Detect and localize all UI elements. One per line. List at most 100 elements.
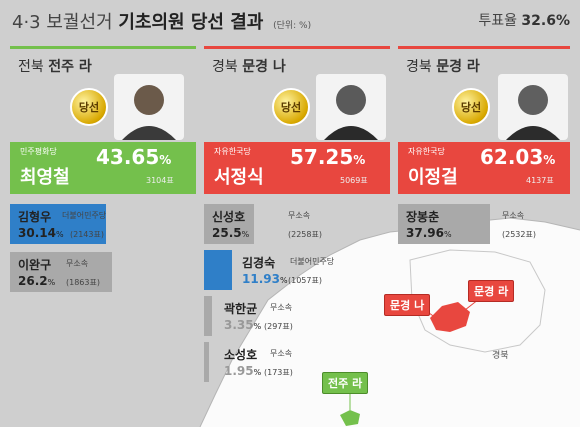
candidate-votes: (173표)	[264, 368, 293, 377]
winner-party: 자유한국당	[408, 147, 445, 156]
candidate-pct-unit: %	[253, 368, 262, 377]
column-jeonju-ra: 전북 전주 라	[10, 46, 196, 76]
region-prefix: 경북	[212, 59, 238, 75]
winner-votes: 5069표	[340, 176, 368, 185]
candidate-name: 곽한균	[224, 302, 258, 316]
region-title: 전북 전주 라	[10, 49, 196, 76]
candidate-party: 더불어민주당	[290, 257, 335, 266]
winner-card-choi: 민주평화당 최영철 43.65% 3104표	[10, 142, 196, 194]
region-title: 경북 문경 나	[204, 49, 390, 76]
candidate-votes: (297표)	[264, 322, 293, 331]
candidate-name: 김경숙	[242, 256, 276, 270]
share-bar	[204, 296, 212, 336]
candidate-pct-value: 26.2	[18, 274, 48, 288]
candidate-votes: (2532표)	[502, 230, 536, 239]
candidate-row-kwak: 곽한균 무소속 3.35% (297표)	[204, 296, 390, 336]
share-bar	[204, 250, 232, 290]
page-title: 4·3 보궐선거 기초의원 당선 결과 (단위: %)	[12, 8, 311, 34]
winner-pct-value: 57.25	[290, 145, 354, 169]
winner-pct: 62.03%	[480, 145, 555, 169]
winner-card-seo: 자유한국당 서정식 57.25% 5069표	[204, 142, 390, 194]
turnout-label: 투표율	[478, 13, 517, 29]
region-title: 경북 문경 라	[398, 49, 570, 76]
share-bar	[10, 204, 106, 244]
winner-party: 자유한국당	[214, 147, 251, 156]
region-name: 문경 나	[242, 59, 286, 75]
map-label-mungyeong-ra: 문경 라	[468, 280, 515, 302]
candidate-pct: 25.5%	[212, 226, 249, 240]
candidate-pct: 30.14%	[18, 226, 64, 240]
peninsula-shape	[200, 218, 580, 427]
winner-votes: 4137표	[526, 176, 554, 185]
winner-name: 최영철	[20, 167, 70, 188]
candidate-pct-unit: %	[241, 230, 250, 239]
person-icon	[324, 85, 378, 140]
winner-pct-value: 62.03	[480, 145, 544, 169]
column-mungyeong-ra: 경북 문경 라	[398, 46, 570, 76]
region-prefix: 경북	[406, 59, 432, 75]
candidate-name: 소성호	[224, 348, 258, 362]
candidate-name: 김형우	[18, 210, 52, 224]
winner-party: 민주평화당	[20, 147, 57, 156]
winner-pct-unit: %	[543, 153, 556, 167]
person-icon	[122, 85, 176, 140]
jeonju-marker	[340, 410, 360, 426]
candidate-row-so: 소성호 무소속 1.95% (173표)	[204, 342, 390, 382]
candidate-photo-lee-jeonggeol	[498, 74, 568, 140]
candidate-name: 신성호	[212, 210, 246, 224]
winner-votes: 3104표	[146, 176, 174, 185]
title-prefix: 4·3 보궐선거	[12, 12, 113, 33]
winner-pct: 57.25%	[290, 145, 365, 169]
region-name: 전주 라	[48, 59, 92, 75]
candidate-pct: 37.96%	[406, 226, 452, 240]
person-icon	[506, 85, 560, 140]
candidate-pct-value: 3.35	[224, 318, 254, 332]
candidate-pct-value: 30.14	[18, 226, 56, 240]
column-accent-line	[398, 46, 570, 49]
title-main: 기초의원 당선 결과	[118, 12, 264, 33]
column-mungyeong-na: 경북 문경 나	[204, 46, 390, 76]
candidate-row-lee-wangu: 이완구 무소속 26.2% (1863표)	[10, 252, 196, 292]
elected-badge: 당선	[452, 88, 490, 126]
winner-pct: 43.65%	[96, 145, 171, 169]
share-bar	[398, 204, 490, 244]
winner-pct-value: 43.65	[96, 145, 160, 169]
candidate-pct: 11.93%	[242, 272, 288, 286]
gyeongbuk-region	[409, 249, 546, 353]
header: 4·3 보궐선거 기초의원 당선 결과 (단위: %) 투표율 32.6%	[0, 0, 580, 40]
candidate-row-jang: 장봉춘 무소속 37.96% (2532표)	[398, 204, 570, 244]
candidate-party: 무소속	[270, 303, 293, 312]
candidate-name: 이완구	[18, 258, 52, 272]
mungyeong-marker	[430, 302, 470, 332]
candidate-pct: 26.2%	[18, 274, 55, 288]
region-prefix: 전북	[18, 59, 44, 75]
candidate-party: 더불어민주당	[62, 211, 107, 220]
winner-card-lee-jeonggeol: 자유한국당 이정걸 62.03% 4137표	[398, 142, 570, 194]
share-bar	[204, 204, 254, 244]
candidate-photo-choi	[114, 74, 184, 140]
candidate-row-kim-gyeongsuk: 김경숙 더불어민주당 11.93% (1057표)	[204, 250, 390, 290]
winner-name: 이정걸	[408, 167, 458, 188]
region-name: 문경 라	[436, 59, 480, 75]
candidate-photo-seo	[316, 74, 386, 140]
winner-pct-unit: %	[353, 153, 366, 167]
candidate-party: 무소속	[270, 349, 293, 358]
candidate-pct-unit: %	[47, 278, 56, 287]
turnout-value: 32.6%	[521, 13, 570, 29]
candidate-row-kim-hyungwoo: 김형우 더불어민주당 30.14% (2143표)	[10, 204, 196, 244]
candidate-pct: 3.35%	[224, 318, 261, 332]
candidate-party: 무소속	[288, 211, 311, 220]
candidate-votes: (1057표)	[288, 276, 322, 285]
map-province-label: 경북	[492, 351, 509, 361]
coast-line	[199, 217, 580, 427]
unit-label: (단위: %)	[273, 21, 312, 31]
candidate-votes: (1863표)	[66, 278, 100, 287]
turnout: 투표율 32.6%	[478, 10, 570, 30]
candidate-votes: (2258표)	[288, 230, 322, 239]
elected-badge: 당선	[272, 88, 310, 126]
elected-badge: 당선	[70, 88, 108, 126]
candidate-party: 무소속	[502, 211, 525, 220]
candidate-pct-unit: %	[253, 322, 262, 331]
candidate-pct-value: 1.95	[224, 364, 254, 378]
